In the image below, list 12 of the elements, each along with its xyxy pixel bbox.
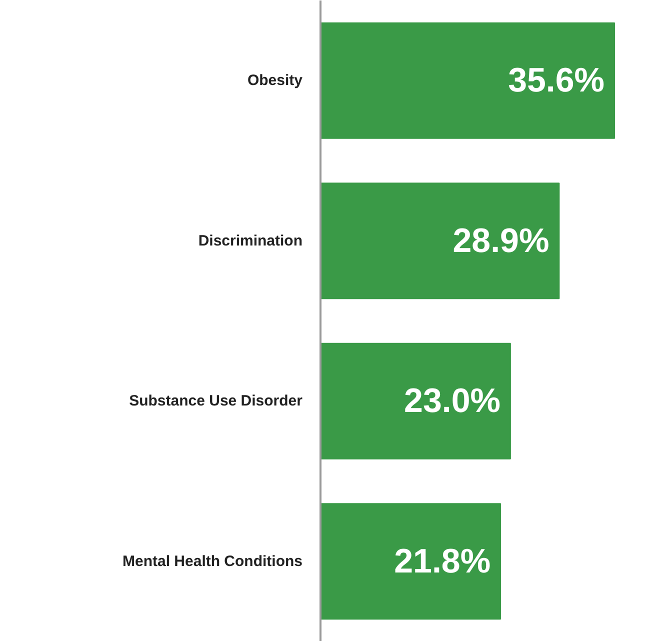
data-label: 35.6%: [508, 62, 605, 100]
data-label: 21.8%: [394, 542, 491, 580]
y-tick-label: Mental Health Conditions: [122, 552, 302, 570]
bar: [320, 182, 560, 300]
data-label: 28.9%: [452, 222, 550, 260]
data-label: 23.0%: [404, 382, 500, 420]
bar: [320, 22, 616, 139]
y-tick-label: Obesity: [247, 72, 304, 90]
y-tick-label: Discrimination: [198, 232, 302, 250]
bar: [320, 503, 502, 620]
bar: [320, 342, 511, 460]
y-tick-label: Substance Use Disorder: [129, 392, 303, 410]
